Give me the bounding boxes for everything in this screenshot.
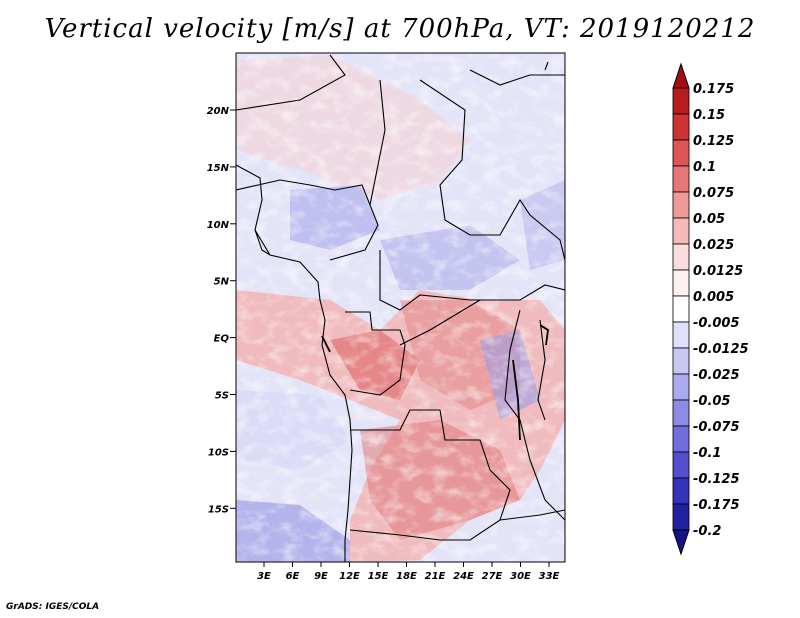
colorbar-segment: [672, 321, 690, 349]
grads-credit: GrADS: IGES/COLA: [6, 602, 100, 612]
colorbar-label: -0.175: [693, 498, 740, 513]
lat-tick-label: EQ: [214, 334, 230, 345]
lat-tick-label: 10S: [208, 447, 229, 458]
map-panel: [236, 53, 565, 562]
colorbar-label: -0.125: [693, 472, 740, 487]
lon-tick-label: 3E: [257, 571, 271, 582]
lat-tick-label: 15S: [208, 504, 229, 515]
lat-tick-label: 20N: [207, 106, 230, 117]
colorbar-segment: [672, 399, 690, 427]
lat-tick-label: 5S: [215, 391, 229, 402]
colorbar-label: 0.0125: [693, 264, 743, 279]
colorbar-label: 0.075: [693, 186, 734, 201]
lon-tick-label: 24E: [453, 571, 474, 582]
colorbar-segment: [672, 243, 690, 271]
colorbar-segment: [672, 269, 690, 297]
colorbar-segment: [672, 139, 690, 167]
lat-tick-label: 10N: [207, 220, 230, 231]
colorbar-label: -0.025: [693, 368, 740, 383]
lat-tick-label: 15N: [207, 163, 230, 174]
lon-tick-label: 12E: [339, 571, 360, 582]
colorbar-segment: [672, 113, 690, 141]
colorbar-segment: [672, 217, 690, 245]
colorbar-segment: [672, 191, 690, 219]
colorbar-label: 0.15: [693, 108, 725, 123]
colorbar-label: -0.1: [693, 446, 721, 461]
colorbar-segment: [672, 425, 690, 453]
map-frame: [235, 52, 566, 563]
colorbar-label: 0.025: [693, 238, 734, 253]
colorbar-label: 0.1: [693, 160, 716, 175]
colorbar-segment: [672, 347, 690, 375]
colorbar: 0.175 0.15 0.125 0.1 0.075 0.05 0.025 0.0125 0.0…: [672, 62, 749, 556]
colorbar-segment: [672, 165, 690, 193]
colorbar-label: -0.05: [693, 394, 730, 409]
colorbar-segment: [672, 477, 690, 505]
colorbar-top-arrow: [672, 62, 690, 89]
colorbar-label: -0.075: [693, 420, 740, 435]
lon-tick-label: 18E: [396, 571, 417, 582]
colorbar-label: 0.175: [693, 82, 734, 97]
latitude-axis: 20N 15N 10N 5N EQ 5S 10S 15S: [207, 106, 236, 515]
map-title: Vertical velocity [m/s] at 700hPa, VT: 2…: [44, 14, 756, 44]
lon-tick-label: 27E: [482, 571, 503, 582]
colorbar-segment: [672, 503, 690, 531]
colorbar-label: -0.005: [693, 316, 740, 331]
lon-tick-label: 30E: [510, 571, 531, 582]
colorbar-segment: [672, 295, 690, 323]
lon-tick-label: 6E: [286, 571, 300, 582]
colorbar-segment: [672, 451, 690, 479]
country-borders: [236, 54, 565, 562]
lat-tick-label: 5N: [214, 277, 230, 288]
colorbar-label: 0.005: [693, 290, 734, 305]
colorbar-segment: [672, 373, 690, 401]
colorbar-label: 0.125: [693, 134, 734, 149]
lon-tick-label: 9E: [314, 571, 328, 582]
longitude-axis: 3E 6E 9E 12E 15E 18E 21E 24E 27E 30E 33E: [257, 562, 560, 582]
colorbar-bottom-arrow: [672, 529, 690, 556]
colorbar-label: -0.0125: [693, 342, 749, 357]
colorbar-label: 0.05: [693, 212, 725, 227]
lon-tick-label: 21E: [425, 571, 446, 582]
lon-tick-label: 15E: [368, 571, 389, 582]
colorbar-label: -0.2: [693, 524, 721, 539]
lon-tick-label: 33E: [539, 571, 560, 582]
colorbar-segment: [672, 87, 690, 115]
